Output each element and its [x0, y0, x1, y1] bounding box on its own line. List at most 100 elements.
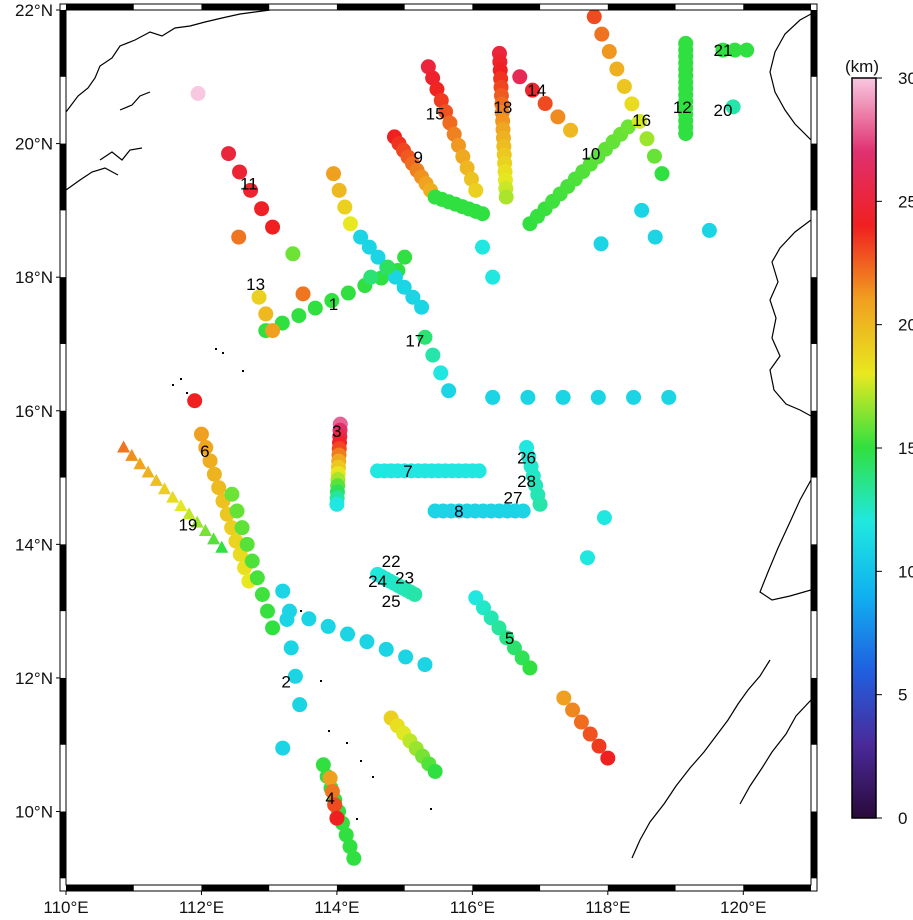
lat-tick-label: 12°N — [15, 669, 53, 688]
axis-tick-labels: 110°E 112°E 114°E 116°E 118°E 120°E22°N20°N18… — [15, 1, 767, 917]
station-marker — [234, 520, 250, 536]
station-marker — [586, 10, 602, 25]
lat-tick-label: 22°N — [15, 1, 53, 20]
frame-segment-left — [60, 410, 66, 478]
station-marker — [442, 115, 458, 131]
philippines-coastline — [631, 219, 811, 859]
colorbar-gradient — [851, 77, 877, 819]
station-marker — [485, 389, 501, 405]
station-marker — [475, 239, 491, 255]
station-marker — [346, 850, 362, 866]
colorbar-tick-label: 0 — [898, 809, 907, 828]
frame-segment-bottom — [336, 885, 405, 891]
station-marker — [582, 726, 598, 742]
station-marker — [342, 216, 358, 232]
colorbar-tick-label: 20 — [898, 316, 913, 335]
map-area — [66, 10, 811, 885]
station-marker — [451, 137, 467, 153]
station-marker — [187, 393, 203, 409]
station-marker — [485, 269, 501, 285]
frame-segment-top — [743, 4, 811, 10]
station-marker — [340, 285, 356, 301]
station-marker — [287, 668, 303, 684]
profile-label-22: 22 — [382, 552, 401, 571]
frame-segment-bottom — [607, 885, 676, 891]
station-marker — [396, 279, 412, 295]
station-marker — [361, 239, 377, 255]
frame-segment-top — [66, 4, 134, 10]
colorbar-ticks: 0 5 10 15 20 25 30 — [876, 69, 913, 828]
station-marker — [563, 122, 579, 138]
station-marker — [573, 714, 589, 730]
frame-segment-left — [60, 811, 66, 879]
profile-label-24: 24 — [368, 572, 387, 591]
profile-label-19: 19 — [178, 515, 197, 534]
station-marker — [468, 182, 484, 198]
station-marker — [715, 42, 731, 58]
station-marker — [239, 536, 255, 552]
frame-segment-bottom — [66, 885, 134, 891]
station-marker — [446, 126, 462, 142]
profile-label-13: 13 — [246, 275, 265, 294]
station-marker — [398, 649, 414, 665]
station-marker — [626, 389, 642, 405]
station-marker — [259, 603, 275, 619]
station-marker — [315, 757, 331, 773]
frame-segment-bottom — [201, 885, 270, 891]
station-marker — [324, 783, 340, 799]
station-marker — [475, 206, 491, 222]
lat-tick-label: 10°N — [15, 803, 53, 822]
station-marker — [285, 246, 301, 262]
station-marker — [620, 119, 636, 135]
triangle-station-marker — [133, 457, 147, 470]
station-marker — [591, 738, 607, 754]
station-marker — [282, 603, 297, 619]
profile-label-27: 27 — [504, 489, 523, 508]
station-marker — [556, 690, 572, 706]
station-marker — [324, 293, 340, 309]
profile-label-23: 23 — [395, 569, 414, 588]
triangle-station-marker — [125, 448, 139, 461]
station-marker — [433, 365, 449, 381]
station-marker — [550, 109, 566, 125]
frame-segment-right — [811, 544, 817, 612]
station-marker — [417, 329, 433, 345]
station-marker — [459, 160, 475, 176]
station-marker — [555, 389, 571, 405]
station-marker — [363, 269, 379, 285]
frame-segment-left — [60, 677, 66, 745]
lon-tick-label: 116°E — [450, 898, 495, 917]
station-marker — [433, 92, 449, 108]
profile-label-5: 5 — [505, 629, 514, 648]
colorbar-tick-label: 30 — [898, 69, 913, 88]
profile-label-2: 2 — [281, 672, 290, 691]
station-marker — [301, 611, 317, 627]
station-marker — [590, 389, 606, 405]
station-marker — [397, 249, 413, 265]
frame-segment-right — [811, 677, 817, 745]
lon-tick-label: 114°E — [314, 898, 359, 917]
lon-tick-label: 110°E — [43, 898, 88, 917]
station-marker — [254, 201, 270, 217]
station-marker — [370, 249, 386, 265]
station-marker — [193, 426, 209, 442]
station-marker — [337, 199, 353, 215]
station-marker — [601, 44, 617, 60]
station-marker — [326, 166, 342, 182]
profile-label-7: 7 — [403, 462, 412, 481]
frame-segment-bottom — [743, 885, 811, 891]
station-marker — [243, 182, 259, 198]
triangle-station-marker — [166, 490, 180, 503]
station-marker — [231, 229, 247, 245]
frame-segment-left — [60, 10, 66, 77]
frame-segment-right — [811, 277, 817, 344]
station-marker — [190, 85, 206, 101]
profile-label-28: 28 — [517, 472, 536, 491]
profile-label-21: 21 — [713, 41, 732, 60]
station-marker — [249, 570, 265, 586]
china-coastline — [66, 10, 271, 191]
frame-segment-top — [336, 4, 405, 10]
station-marker — [265, 219, 281, 235]
station-marker — [429, 81, 445, 97]
lon-tick-label: 112°E — [179, 898, 224, 917]
